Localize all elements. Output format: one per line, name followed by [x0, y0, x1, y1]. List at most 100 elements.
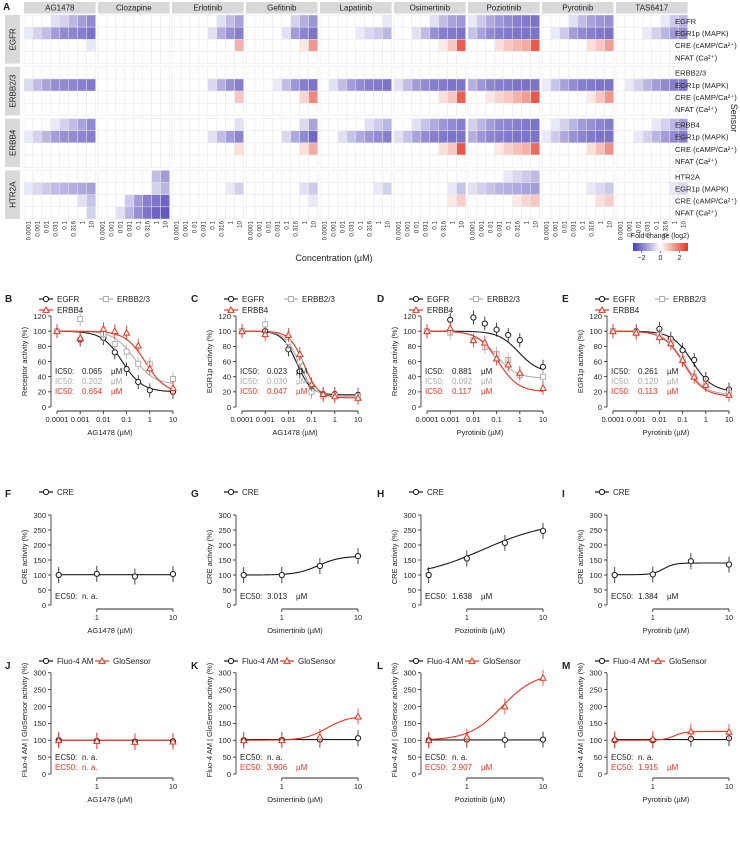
heatmap-cell	[615, 26, 626, 40]
heatmap-cell	[411, 14, 422, 28]
heatmap-cell	[151, 14, 161, 28]
heatmap-cell	[77, 51, 87, 64]
fit-label: IC50:	[611, 377, 630, 386]
heatmap-cell	[234, 78, 244, 92]
heatmap-cell	[50, 182, 61, 195]
heatmap-cell	[586, 142, 596, 156]
heatmap-cell	[604, 142, 614, 156]
fit-label: IC50:	[425, 387, 444, 396]
heatmap-cell	[393, 118, 404, 131]
conc-tick-label: 0.001	[183, 221, 190, 237]
heatmap-cell	[189, 154, 200, 168]
data-point	[53, 327, 61, 335]
y-tick-label: 50	[38, 586, 46, 595]
heatmap-cell	[456, 118, 466, 131]
y-tick-label: 100	[403, 736, 416, 745]
heatmap-cell	[467, 51, 478, 64]
heatmap-cell	[604, 90, 614, 104]
heatmap-cell	[207, 39, 218, 52]
heatmap-cell	[207, 130, 218, 144]
heatmap-cell	[198, 78, 209, 92]
heatmap-cell	[308, 39, 318, 52]
heatmap-cell	[245, 170, 256, 183]
y-tick-label: 300	[33, 511, 46, 520]
heatmap-cell	[41, 14, 52, 28]
heatmap-cell	[272, 39, 283, 52]
heatmap-cell	[420, 154, 431, 168]
heatmap-cell	[541, 51, 552, 64]
drug-header-strip	[616, 2, 688, 14]
heatmap-cell	[189, 170, 200, 183]
heatmap-cell	[160, 118, 170, 131]
y-tick-label: 300	[218, 669, 231, 678]
heatmap-cell	[541, 118, 552, 131]
heatmap-cell	[382, 90, 392, 104]
heatmap-cell	[106, 90, 117, 104]
heatmap-cell	[411, 90, 422, 104]
heatmap-cell	[151, 194, 161, 208]
conc-tick-label: 10	[532, 221, 539, 229]
heatmap-cell	[50, 103, 61, 116]
heatmap-cell	[595, 103, 605, 116]
heatmap-cell	[160, 154, 170, 168]
heatmap-cell	[420, 78, 431, 92]
data-point	[463, 555, 470, 562]
heatmap-cell	[151, 90, 161, 104]
heatmap-cell	[550, 103, 561, 116]
heatmap-cell	[660, 182, 670, 195]
heatmap-cell	[225, 118, 235, 131]
heatmap-cell	[86, 90, 96, 104]
fit-label: EC50:	[425, 763, 447, 772]
heatmap-cell	[68, 194, 78, 208]
heatmap-cell	[559, 194, 570, 208]
legend-tick-label: −2	[638, 255, 646, 262]
heatmap-cell	[133, 51, 144, 64]
conc-tick-label: 1	[301, 221, 308, 225]
data-point	[227, 488, 235, 496]
heatmap-cell	[216, 170, 226, 183]
heatmap-cell	[225, 66, 235, 80]
heatmap-cell	[180, 78, 191, 92]
heatmap-cell	[521, 90, 531, 104]
legend-label: GloSensor	[483, 657, 521, 666]
y-tick-label: 100	[589, 571, 602, 580]
heatmap-cell	[476, 170, 487, 183]
heatmap-cell	[263, 51, 274, 64]
heatmap-cell	[411, 51, 422, 64]
heatmap-cell	[41, 103, 52, 116]
heatmap-cell	[171, 66, 182, 80]
heatmap-cell	[651, 154, 661, 168]
heatmap-cell	[254, 14, 265, 28]
data-point	[539, 527, 547, 535]
heatmap-cell	[615, 78, 626, 92]
conc-tick-label: 0.1	[283, 221, 290, 230]
heatmap-cell	[225, 14, 235, 28]
heatmap-cell	[604, 78, 614, 92]
drug-header-strip	[394, 2, 466, 14]
heatmap-cell	[512, 154, 522, 168]
heatmap-cell	[456, 103, 466, 116]
heatmap-cell	[512, 66, 522, 80]
heatmap-cell	[615, 118, 626, 131]
x-tick-label: 10	[354, 415, 362, 424]
heatmap-cell	[97, 118, 108, 131]
heatmap-cell	[467, 154, 478, 168]
heatmap-cell	[642, 142, 653, 156]
y-tick-label: 120	[403, 312, 416, 321]
heatmap-cell	[32, 206, 43, 220]
data-point	[76, 333, 85, 341]
heatmap-cell	[272, 194, 283, 208]
heatmap-cell	[254, 142, 265, 156]
heatmap-cell	[160, 90, 170, 104]
y-axis-title: CRE activity (%)	[20, 529, 29, 584]
conc-tick-label: 0.031	[275, 221, 282, 237]
heatmap-cell	[467, 194, 478, 208]
data-point	[42, 488, 50, 496]
heatmap-cell	[355, 130, 365, 144]
heatmap-cell	[319, 66, 330, 80]
heatmap-cell	[23, 39, 34, 52]
conc-tick-label: 0.0001	[174, 221, 181, 241]
heatmap-cell	[68, 51, 78, 64]
data-point	[423, 327, 431, 335]
